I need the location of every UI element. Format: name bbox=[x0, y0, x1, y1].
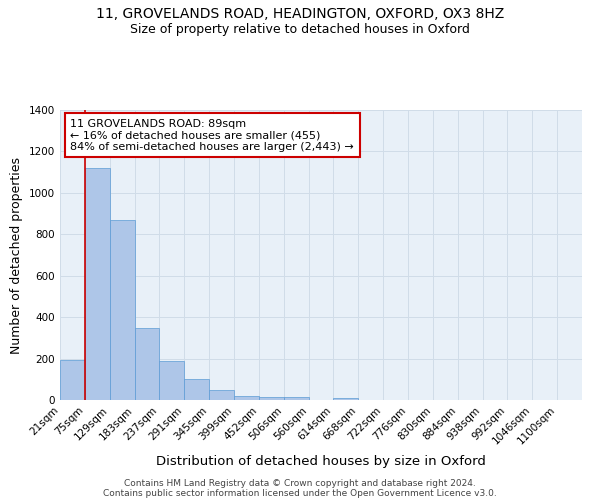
Text: 11, GROVELANDS ROAD, HEADINGTON, OXFORD, OX3 8HZ: 11, GROVELANDS ROAD, HEADINGTON, OXFORD,… bbox=[96, 8, 504, 22]
Text: Contains public sector information licensed under the Open Government Licence v3: Contains public sector information licen… bbox=[103, 488, 497, 498]
Bar bbox=[184, 380, 209, 400]
Text: Contains HM Land Registry data © Crown copyright and database right 2024.: Contains HM Land Registry data © Crown c… bbox=[124, 478, 476, 488]
Bar bbox=[259, 397, 284, 400]
Bar bbox=[110, 220, 134, 400]
Bar bbox=[234, 396, 259, 400]
Text: Size of property relative to detached houses in Oxford: Size of property relative to detached ho… bbox=[130, 22, 470, 36]
Bar bbox=[209, 390, 234, 400]
Bar bbox=[160, 360, 184, 400]
X-axis label: Distribution of detached houses by size in Oxford: Distribution of detached houses by size … bbox=[156, 454, 486, 468]
Bar bbox=[85, 168, 110, 400]
Bar bbox=[134, 328, 160, 400]
Text: 11 GROVELANDS ROAD: 89sqm
← 16% of detached houses are smaller (455)
84% of semi: 11 GROVELANDS ROAD: 89sqm ← 16% of detac… bbox=[70, 118, 354, 152]
Y-axis label: Number of detached properties: Number of detached properties bbox=[10, 156, 23, 354]
Bar bbox=[284, 397, 308, 400]
Bar bbox=[334, 398, 358, 400]
Bar bbox=[60, 360, 85, 400]
